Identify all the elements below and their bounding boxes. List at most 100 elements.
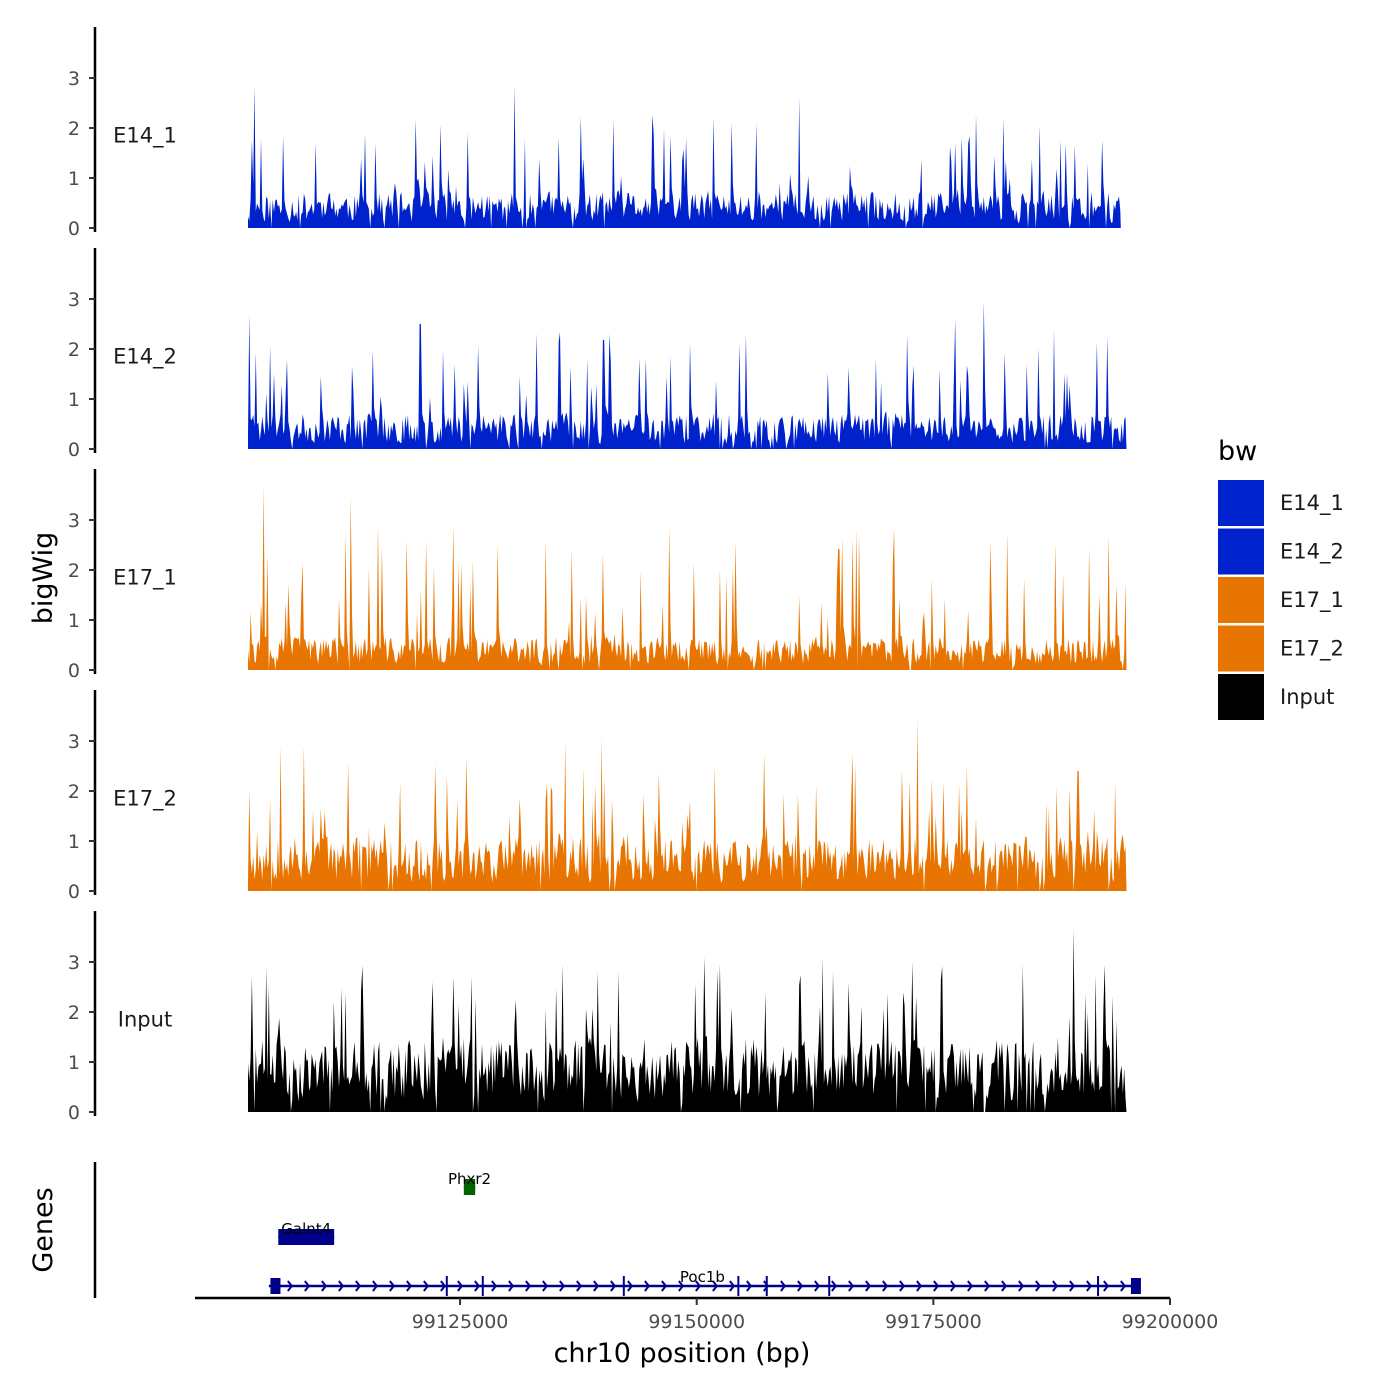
track-label: Input xyxy=(118,1008,172,1032)
signal-area xyxy=(248,929,1127,1112)
y-tick-label: 2 xyxy=(68,781,80,803)
strand-chevron xyxy=(593,1280,600,1292)
strand-chevron xyxy=(576,1280,583,1292)
strand-chevron xyxy=(508,1280,515,1292)
strand-chevron xyxy=(491,1280,498,1292)
strand-chevron xyxy=(695,1280,702,1292)
legend-swatch xyxy=(1218,480,1264,526)
strand-chevron xyxy=(678,1280,685,1292)
genes-axis-title: Genes xyxy=(28,1187,59,1272)
y-tick-label: 2 xyxy=(68,560,80,582)
strand-chevron xyxy=(559,1280,566,1292)
gene-poc1b: Poc1b xyxy=(268,1268,1141,1296)
strand-chevron xyxy=(967,1280,974,1292)
strand-chevron xyxy=(865,1280,872,1292)
exon xyxy=(1130,1278,1141,1294)
strand-chevron xyxy=(712,1280,719,1292)
bigwig-tracks: 0 1 2 3 E14_1 0 1 2 3 E14_2 0 1 2 3 E17_1 0 1 2 3 E17_2 0 1 2 3… xyxy=(68,27,1127,1124)
x-axis: 99125000 99150000 99175000 99200000 xyxy=(195,1296,1219,1333)
track-e17-1: 0 1 2 3 E17_1 xyxy=(68,469,1127,682)
y-axis-title: bigWig xyxy=(28,532,59,625)
legend-label: Input xyxy=(1280,685,1334,709)
signal-area xyxy=(248,718,1127,891)
gene-body xyxy=(463,1179,476,1195)
track-label: E14_2 xyxy=(113,345,177,370)
track-e17-2: 0 1 2 3 E17_2 xyxy=(68,690,1127,903)
strand-chevron xyxy=(797,1280,804,1292)
strand-chevron xyxy=(1069,1280,1076,1292)
strand-chevron xyxy=(627,1280,634,1292)
legend-swatch xyxy=(1218,674,1264,720)
strand-chevron xyxy=(1052,1280,1059,1292)
gene-phxr2: Phxr2 xyxy=(448,1170,491,1195)
strand-chevron xyxy=(423,1280,430,1292)
x-tick-label: 99150000 xyxy=(648,1311,745,1333)
genes-track: Phxr2 Galnt4 Poc1b xyxy=(93,1162,1141,1298)
gene-body xyxy=(278,1229,335,1245)
strand-chevron xyxy=(287,1280,294,1292)
strand-chevron xyxy=(729,1280,736,1292)
legend-label: E17_2 xyxy=(1280,637,1344,662)
y-tick-label: 1 xyxy=(68,389,80,411)
strand-chevron xyxy=(1086,1280,1093,1292)
track-input: 0 1 2 3 Input xyxy=(68,911,1127,1124)
strand-chevron xyxy=(644,1280,651,1292)
gene-galnt4: Galnt4 xyxy=(278,1220,335,1245)
strand-chevron xyxy=(1120,1280,1127,1292)
strand-chevron xyxy=(338,1280,345,1292)
signal-area xyxy=(248,301,1127,449)
y-tick-label: 0 xyxy=(68,660,80,682)
y-tick-label: 0 xyxy=(68,1102,80,1124)
legend-swatch xyxy=(1218,625,1264,672)
track-e14-1: 0 1 2 3 E14_1 xyxy=(68,27,1121,240)
legend-label: E14_2 xyxy=(1280,540,1344,565)
y-tick-label: 0 xyxy=(68,218,80,240)
strand-chevron xyxy=(474,1280,481,1292)
track-label: E14_1 xyxy=(113,124,177,149)
signal-area xyxy=(248,485,1127,670)
strand-chevron xyxy=(848,1280,855,1292)
y-tick-label: 1 xyxy=(68,168,80,190)
legend-label: E14_1 xyxy=(1280,491,1344,516)
strand-chevron xyxy=(916,1280,923,1292)
x-tick-label: 99125000 xyxy=(412,1311,509,1333)
y-tick-label: 1 xyxy=(68,610,80,632)
strand-chevron xyxy=(882,1280,889,1292)
strand-chevron xyxy=(304,1280,311,1292)
x-axis-title: chr10 position (bp) xyxy=(554,1338,811,1369)
strand-chevron xyxy=(814,1280,821,1292)
strand-chevron xyxy=(542,1280,549,1292)
strand-chevron xyxy=(899,1280,906,1292)
legend: bw E14_1 E14_2 E17_1 E17_2 Input xyxy=(1218,436,1344,720)
y-tick-label: 3 xyxy=(68,289,80,311)
legend-swatch xyxy=(1218,577,1264,623)
y-tick-label: 3 xyxy=(68,68,80,90)
strand-chevron xyxy=(525,1280,532,1292)
legend-title: bw xyxy=(1218,436,1257,467)
strand-chevron xyxy=(831,1280,838,1292)
strand-chevron xyxy=(746,1280,753,1292)
gene-label: Poc1b xyxy=(680,1268,725,1286)
strand-chevron xyxy=(389,1280,396,1292)
strand-chevron xyxy=(1001,1280,1008,1292)
x-tick-label: 99200000 xyxy=(1122,1311,1219,1333)
strand-chevron xyxy=(1018,1280,1025,1292)
x-tick-label: 99175000 xyxy=(885,1311,982,1333)
strand-chevron xyxy=(661,1280,668,1292)
y-tick-label: 0 xyxy=(68,881,80,903)
gene-label: Galnt4 xyxy=(281,1220,331,1238)
strand-chevron xyxy=(763,1280,770,1292)
y-tick-label: 2 xyxy=(68,339,80,361)
strand-chevron xyxy=(440,1280,447,1292)
y-tick-label: 1 xyxy=(68,831,80,853)
y-tick-label: 3 xyxy=(68,952,80,974)
y-tick-label: 3 xyxy=(68,731,80,753)
track-e14-2: 0 1 2 3 E14_2 xyxy=(68,248,1127,461)
track-label: E17_2 xyxy=(113,787,177,812)
strand-chevron xyxy=(355,1280,362,1292)
strand-chevron xyxy=(933,1280,940,1292)
legend-swatch xyxy=(1218,528,1264,575)
y-tick-label: 3 xyxy=(68,510,80,532)
